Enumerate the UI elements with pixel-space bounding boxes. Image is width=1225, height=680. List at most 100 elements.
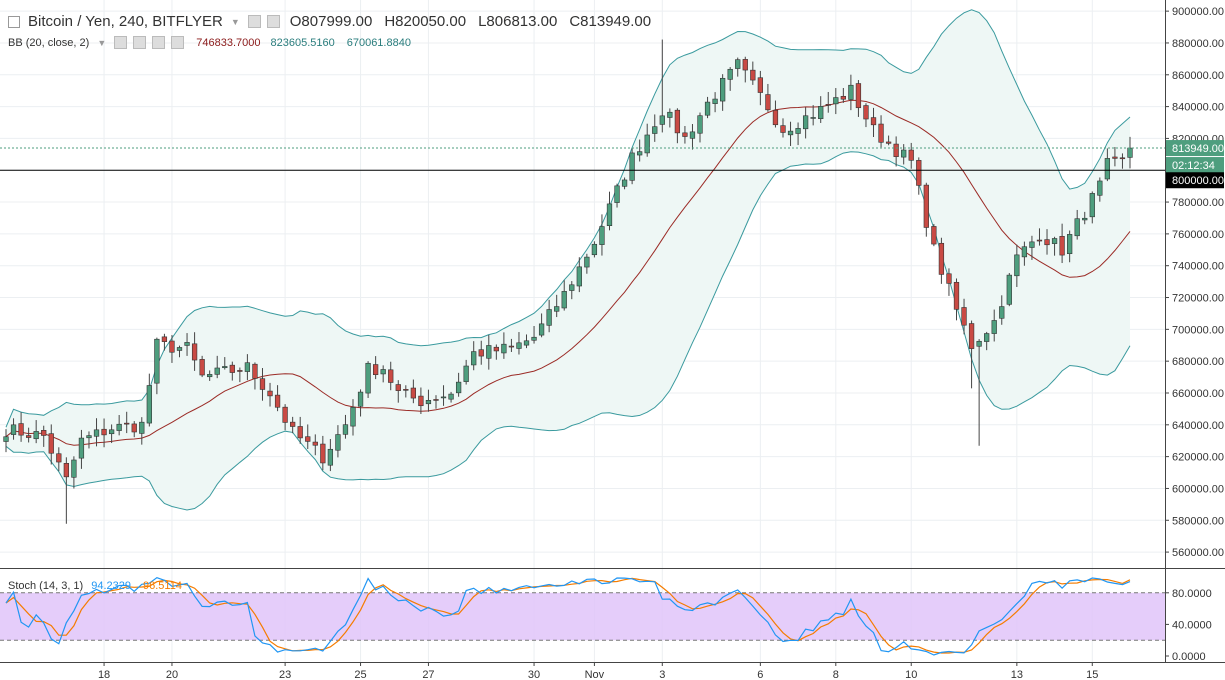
candle[interactable] xyxy=(1036,228,1043,246)
candle[interactable] xyxy=(689,124,696,150)
candle[interactable] xyxy=(833,88,839,115)
candle[interactable] xyxy=(425,389,432,412)
candle[interactable] xyxy=(621,177,628,190)
candle[interactable] xyxy=(139,417,145,445)
candle[interactable] xyxy=(252,362,258,390)
candle[interactable] xyxy=(652,114,658,142)
candle[interactable] xyxy=(787,121,794,146)
candle[interactable] xyxy=(290,416,296,434)
candle[interactable] xyxy=(493,344,499,360)
candle[interactable] xyxy=(41,425,47,447)
candle[interactable] xyxy=(146,373,152,427)
candle[interactable] xyxy=(440,385,447,406)
candle[interactable] xyxy=(410,379,416,404)
candle[interactable] xyxy=(131,421,137,438)
candle[interactable] xyxy=(1051,236,1058,256)
candle[interactable] xyxy=(953,278,960,321)
candle[interactable] xyxy=(116,415,122,436)
candle[interactable] xyxy=(478,340,484,365)
candle[interactable] xyxy=(101,418,107,448)
candle[interactable] xyxy=(10,418,17,440)
candle[interactable] xyxy=(395,380,401,403)
candle[interactable] xyxy=(274,385,281,412)
candle[interactable] xyxy=(591,241,598,258)
chevron-down-icon[interactable]: ▼ xyxy=(230,16,240,27)
candle[interactable] xyxy=(538,313,545,338)
candle[interactable] xyxy=(682,126,688,144)
candle[interactable] xyxy=(727,67,733,91)
candle[interactable] xyxy=(810,105,816,126)
candle[interactable] xyxy=(169,335,175,363)
candle[interactable] xyxy=(191,332,198,371)
candle[interactable] xyxy=(938,237,945,284)
candle[interactable] xyxy=(629,148,635,185)
candle[interactable] xyxy=(448,391,454,403)
candle[interactable] xyxy=(1089,191,1095,224)
stoch-label[interactable]: Stoch (14, 3, 1) xyxy=(8,580,84,592)
candle[interactable] xyxy=(901,144,907,165)
candle[interactable] xyxy=(923,182,929,237)
candle[interactable] xyxy=(350,399,356,436)
candle[interactable] xyxy=(795,122,801,146)
candle[interactable] xyxy=(599,214,605,256)
candle[interactable] xyxy=(214,355,220,379)
candle[interactable] xyxy=(614,183,620,208)
candle[interactable] xyxy=(365,361,371,398)
candle[interactable] xyxy=(523,334,530,349)
candle[interactable] xyxy=(704,96,711,119)
candle[interactable] xyxy=(1044,229,1050,255)
candle[interactable] xyxy=(297,416,303,444)
candle[interactable] xyxy=(976,339,982,446)
candle[interactable] xyxy=(25,427,32,443)
chevron-down-icon[interactable]: ▼ xyxy=(97,37,107,48)
candle[interactable] xyxy=(86,431,92,449)
candle[interactable] xyxy=(742,56,748,83)
candle[interactable] xyxy=(320,435,326,471)
candle[interactable] xyxy=(991,309,997,342)
candle[interactable] xyxy=(1112,146,1118,167)
candle[interactable] xyxy=(342,414,349,439)
candle[interactable] xyxy=(584,253,590,274)
candle[interactable] xyxy=(305,424,311,449)
candle[interactable] xyxy=(569,281,575,300)
candle[interactable] xyxy=(124,411,130,434)
candle[interactable] xyxy=(855,80,862,117)
candle[interactable] xyxy=(1006,273,1012,307)
candle[interactable] xyxy=(161,333,168,351)
candle[interactable] xyxy=(418,387,424,415)
candle[interactable] xyxy=(463,359,469,385)
close-icon[interactable] xyxy=(171,36,185,49)
candle[interactable] xyxy=(984,331,990,351)
candle[interactable] xyxy=(968,320,975,389)
candle[interactable] xyxy=(93,418,100,447)
candle[interactable] xyxy=(750,61,756,85)
candle[interactable] xyxy=(357,389,364,417)
candle[interactable] xyxy=(1119,153,1126,169)
candle[interactable] xyxy=(908,142,914,169)
candle[interactable] xyxy=(380,365,386,383)
candle[interactable] xyxy=(403,385,409,398)
candle[interactable] xyxy=(825,91,831,113)
candle[interactable] xyxy=(712,92,718,113)
candle[interactable] xyxy=(1067,230,1073,263)
candle[interactable] xyxy=(802,107,809,139)
candle[interactable] xyxy=(1029,235,1035,260)
candle[interactable] xyxy=(56,447,62,472)
candle[interactable] xyxy=(916,157,922,195)
candle[interactable] xyxy=(108,424,115,444)
candle[interactable] xyxy=(772,100,779,128)
candle[interactable] xyxy=(471,341,477,371)
gear-icon[interactable] xyxy=(266,15,280,28)
candle[interactable] xyxy=(878,115,884,148)
eye-icon[interactable] xyxy=(114,36,128,49)
candle[interactable] xyxy=(870,107,877,138)
eye-icon[interactable] xyxy=(247,15,261,28)
candle[interactable] xyxy=(207,370,213,381)
candle[interactable] xyxy=(48,424,54,465)
candle[interactable] xyxy=(554,294,560,318)
candle[interactable] xyxy=(63,457,69,524)
candle[interactable] xyxy=(1097,177,1103,202)
candle[interactable] xyxy=(433,395,439,409)
candle[interactable] xyxy=(237,367,243,383)
candle[interactable] xyxy=(1021,241,1028,266)
